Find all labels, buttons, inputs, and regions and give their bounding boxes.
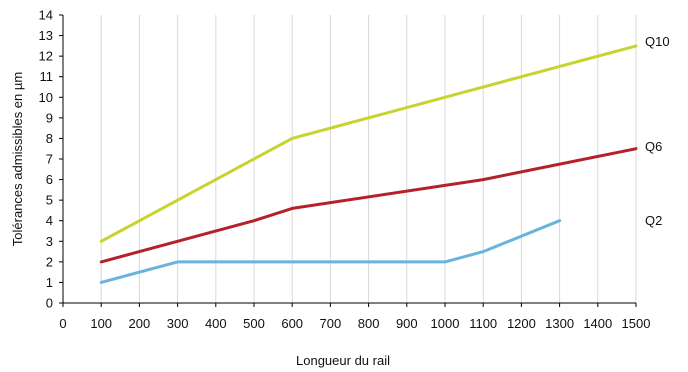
y-tick-label: 14 (39, 8, 53, 23)
x-tick-label: 900 (396, 316, 418, 331)
x-tick-label: 700 (320, 316, 342, 331)
grid-lines (100, 15, 637, 303)
x-tick-label: 1500 (622, 316, 651, 331)
y-tick-label: 11 (40, 69, 54, 84)
y-tick-label: 0 (46, 296, 53, 311)
series-labels: Q10 Q6 Q2 (645, 34, 670, 228)
x-tick-label: 500 (243, 316, 265, 331)
y-tick-label: 6 (46, 172, 53, 187)
y-tick-label: 2 (46, 254, 53, 269)
y-tick-label: 7 (46, 152, 53, 167)
y-axis-label: Tolérances admissibles en µm (10, 72, 25, 246)
y-tick-label: 9 (46, 110, 53, 125)
x-tick-label: 300 (167, 316, 189, 331)
x-tick-label: 600 (281, 316, 303, 331)
y-tick-label: 1 (46, 275, 53, 290)
series-label-q6: Q6 (645, 139, 662, 154)
series-lines (99, 44, 638, 284)
y-tick-label: 8 (46, 131, 53, 146)
y-tick-label: 13 (39, 28, 53, 43)
x-tick-label: 1000 (431, 316, 460, 331)
y-tick-label: 3 (46, 234, 53, 249)
x-tick-label: 400 (205, 316, 227, 331)
series-label-q2: Q2 (645, 213, 662, 228)
y-tick-label: 12 (39, 49, 53, 64)
series-line-q10 (99, 44, 638, 243)
y-tick-label: 5 (46, 193, 53, 208)
x-axis-label: Longueur du rail (296, 353, 390, 368)
x-tick-label: 1400 (583, 316, 612, 331)
x-tick-label: 1100 (469, 316, 497, 331)
x-tick-label: 0 (59, 316, 66, 331)
y-tick-label: 10 (39, 90, 53, 105)
x-tick-label: 1300 (545, 316, 574, 331)
axes (59, 14, 637, 307)
series-label-q10: Q10 (645, 34, 670, 49)
x-tick-label: 800 (358, 316, 380, 331)
x-tick-label: 100 (90, 316, 112, 331)
x-tick-label: 200 (129, 316, 151, 331)
x-tick-labels: 0 100 200 300 400 500 600 700 800 900 1000 1100 1200… (59, 316, 650, 331)
x-tick-label: 1200 (507, 316, 536, 331)
series-line-q2 (99, 219, 562, 284)
y-tick-label: 4 (46, 213, 53, 228)
series-line-q6 (99, 147, 638, 264)
